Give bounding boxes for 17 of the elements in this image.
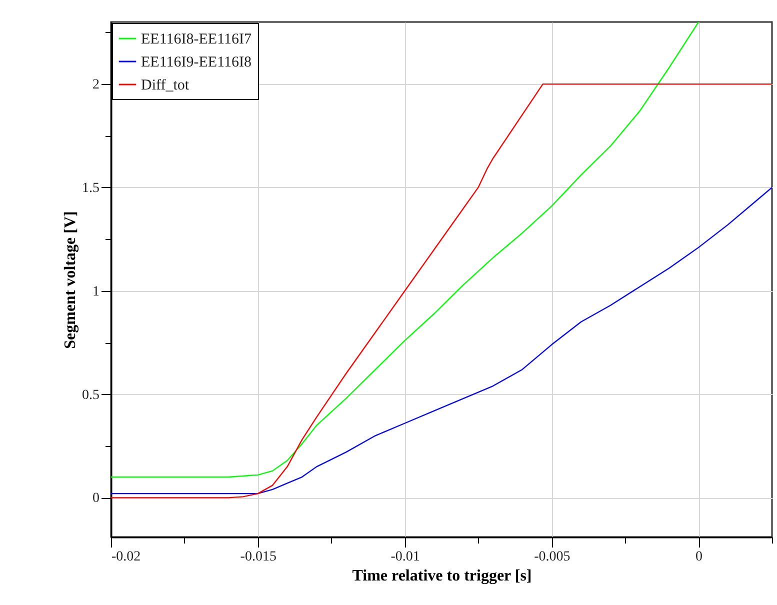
y-tick-label: 0 [92,491,100,506]
x-tick-label: -0.015 [240,550,276,564]
line-series [111,22,700,478]
y-tick-label: 0.5 [82,388,100,403]
y-tick-label: 1 [92,284,100,300]
x-tick-label: -0.005 [534,550,570,564]
legend-label: EE116I9-EE116I8 [141,54,252,70]
x-tick-label: 0 [696,550,703,564]
x-axis-title: Time relative to trigger [s] [352,568,532,584]
x-tick-label: -0.02 [112,550,141,564]
legend-label: Diff_tot [141,78,190,94]
y-tick-label: 2 [92,78,100,93]
line-series [111,186,772,494]
x-tick-label: -0.01 [390,550,420,564]
y-axis-title: Segment voltage [V] [62,211,79,349]
y-tick-label: 1.5 [82,180,100,196]
legend-label: EE116I8-EE116I7 [141,32,252,48]
